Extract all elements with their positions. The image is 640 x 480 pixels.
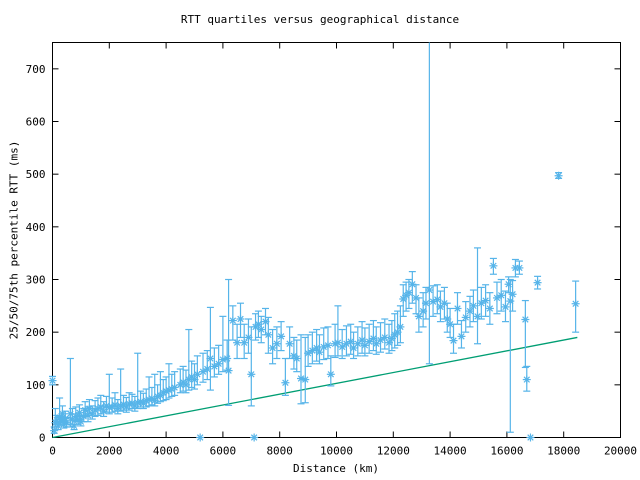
- x-tick-labels: 0 2000 4000 6000 8000 10000 12000 14000 16000 180…: [49, 445, 637, 458]
- svg-text:100: 100: [26, 379, 46, 392]
- chart-title: RTT quartiles versus geographical distan…: [180, 13, 460, 26]
- svg-text:4000: 4000: [153, 445, 180, 458]
- svg-text:20000: 20000: [604, 445, 637, 458]
- y-ticks: [52, 68, 621, 438]
- reference-line: [52, 336, 578, 439]
- svg-text:0: 0: [49, 445, 56, 458]
- x-ticks: [52, 42, 621, 438]
- svg-text:8000: 8000: [266, 445, 293, 458]
- svg-text:300: 300: [26, 274, 46, 287]
- svg-text:10000: 10000: [320, 445, 353, 458]
- svg-text:200: 200: [26, 326, 46, 339]
- svg-text:500: 500: [26, 168, 46, 181]
- svg-text:6000: 6000: [210, 445, 237, 458]
- svg-text:14000: 14000: [434, 445, 467, 458]
- svg-text:400: 400: [26, 221, 46, 234]
- svg-text:16000: 16000: [490, 445, 523, 458]
- data-points: [48, 42, 580, 442]
- svg-text:12000: 12000: [377, 445, 410, 458]
- svg-text:18000: 18000: [547, 445, 580, 458]
- svg-text:2000: 2000: [96, 445, 123, 458]
- svg-text:700: 700: [26, 63, 46, 76]
- svg-text:600: 600: [26, 116, 46, 129]
- x-axis-label: Distance (km): [292, 462, 380, 475]
- y-tick-labels: 0 100 200 300 400 500 600 700: [26, 63, 46, 445]
- svg-text:0: 0: [39, 432, 46, 445]
